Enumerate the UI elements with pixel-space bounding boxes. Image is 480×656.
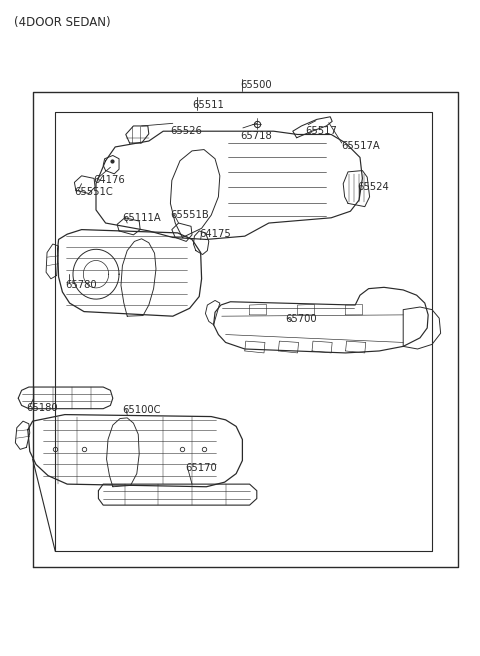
Text: 65700: 65700 [286, 314, 317, 325]
Text: 64176: 64176 [94, 175, 125, 186]
Text: (4DOOR SEDAN): (4DOOR SEDAN) [14, 16, 111, 30]
Text: 65511: 65511 [192, 100, 224, 110]
Text: 65180: 65180 [26, 403, 58, 413]
Text: 65780: 65780 [65, 280, 96, 291]
Text: 65526: 65526 [170, 126, 202, 136]
Text: 65170: 65170 [185, 462, 216, 473]
Text: 65517A: 65517A [341, 140, 380, 151]
Text: 65100C: 65100C [122, 405, 161, 415]
Text: 64175: 64175 [199, 229, 231, 239]
Text: 65551C: 65551C [74, 187, 113, 197]
Text: 65718: 65718 [240, 131, 272, 141]
Text: 65524: 65524 [358, 182, 389, 192]
Text: 65111A: 65111A [122, 213, 161, 223]
Text: 65551B: 65551B [170, 210, 209, 220]
Text: 65517: 65517 [305, 126, 336, 136]
Text: 65500: 65500 [240, 80, 272, 91]
